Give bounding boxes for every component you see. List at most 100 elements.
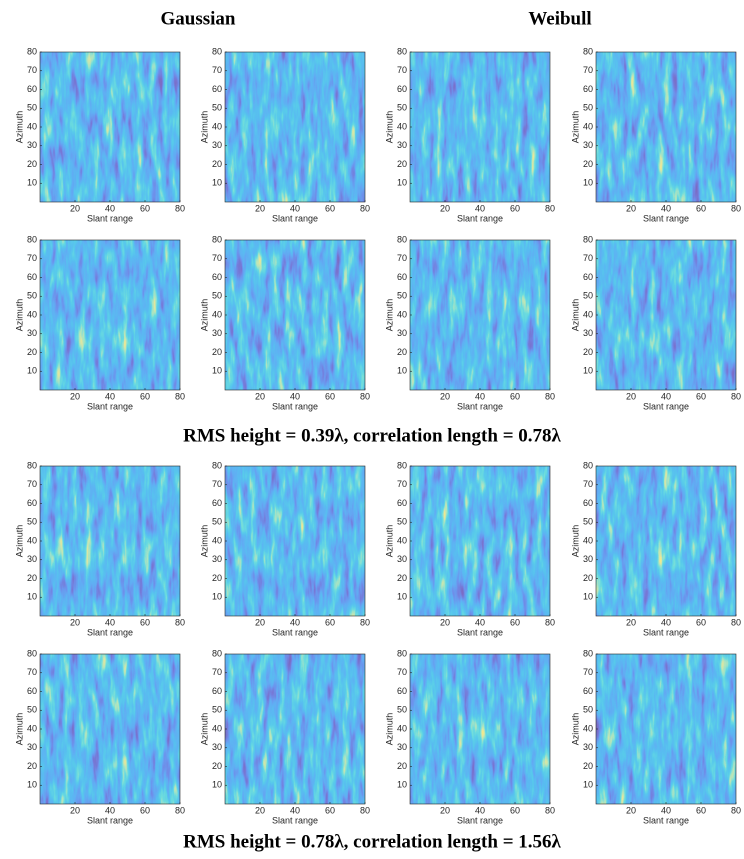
y-tick-label: 50 <box>397 103 407 113</box>
y-tick-label: 30 <box>212 140 222 150</box>
x-tick-label: 20 <box>626 203 636 213</box>
y-tick-label: 20 <box>583 159 593 169</box>
heatmap-image <box>225 654 365 804</box>
y-tick-label: 50 <box>583 103 593 113</box>
y-tick-label: 10 <box>397 780 407 790</box>
y-tick-label: 60 <box>212 686 222 696</box>
y-tick-label: 80 <box>397 460 407 470</box>
y-tick-label: 30 <box>397 328 407 338</box>
y-tick-label: 20 <box>397 761 407 771</box>
column-title: Weibull <box>528 8 591 29</box>
y-tick-label: 50 <box>27 291 37 301</box>
y-tick-label: 10 <box>397 366 407 376</box>
y-tick-label: 30 <box>212 554 222 564</box>
y-tick-label: 60 <box>397 686 407 696</box>
y-tick-label: 20 <box>397 159 407 169</box>
y-tick-label: 80 <box>397 648 407 658</box>
heatmap-image <box>596 654 736 804</box>
y-tick-label: 10 <box>27 178 37 188</box>
y-axis-label: Azimuth <box>384 713 394 746</box>
y-tick-label: 80 <box>397 234 407 244</box>
y-tick-label: 70 <box>583 667 593 677</box>
y-tick-label: 10 <box>397 592 407 602</box>
y-tick-label: 70 <box>27 253 37 263</box>
y-tick-label: 30 <box>27 742 37 752</box>
y-tick-label: 10 <box>397 178 407 188</box>
heatmap-image <box>40 654 180 804</box>
x-tick-label: 40 <box>661 805 671 815</box>
y-tick-label: 50 <box>212 291 222 301</box>
y-tick-label: 20 <box>27 761 37 771</box>
y-tick-label: 60 <box>583 272 593 282</box>
x-tick-label: 40 <box>105 391 115 401</box>
x-tick-label: 20 <box>70 391 80 401</box>
y-tick-label: 70 <box>27 65 37 75</box>
y-tick-label: 70 <box>212 253 222 263</box>
y-axis-label: Azimuth <box>570 299 580 332</box>
y-tick-label: 80 <box>27 648 37 658</box>
y-tick-label: 80 <box>27 234 37 244</box>
y-tick-label: 20 <box>583 573 593 583</box>
x-tick-label: 40 <box>475 617 485 627</box>
y-tick-label: 80 <box>397 46 407 56</box>
y-tick-label: 50 <box>397 517 407 527</box>
y-tick-label: 40 <box>212 723 222 733</box>
x-tick-label: 80 <box>731 391 741 401</box>
x-axis-label: Slant range <box>643 213 689 223</box>
y-tick-label: 70 <box>397 253 407 263</box>
x-tick-label: 80 <box>545 805 555 815</box>
y-tick-label: 30 <box>583 328 593 338</box>
y-tick-label: 60 <box>27 272 37 282</box>
y-tick-label: 30 <box>397 140 407 150</box>
y-tick-label: 40 <box>583 309 593 319</box>
x-tick-label: 60 <box>325 617 335 627</box>
y-axis-label: Azimuth <box>199 299 209 332</box>
x-tick-label: 60 <box>510 203 520 213</box>
y-tick-label: 20 <box>27 573 37 583</box>
y-tick-label: 50 <box>212 705 222 715</box>
x-tick-label: 40 <box>290 805 300 815</box>
y-tick-label: 40 <box>397 535 407 545</box>
x-tick-label: 40 <box>290 203 300 213</box>
y-tick-label: 40 <box>583 121 593 131</box>
y-tick-label: 50 <box>212 517 222 527</box>
heatmap-image <box>225 52 365 202</box>
y-tick-label: 70 <box>397 667 407 677</box>
y-tick-label: 20 <box>212 159 222 169</box>
caption: RMS height = 0.78λ, correlation length =… <box>183 831 561 852</box>
heatmap-image <box>596 466 736 616</box>
y-tick-label: 70 <box>212 667 222 677</box>
y-tick-label: 30 <box>397 554 407 564</box>
x-tick-label: 20 <box>255 203 265 213</box>
x-axis-label: Slant range <box>87 401 133 411</box>
x-tick-label: 80 <box>731 203 741 213</box>
heatmap-image <box>596 240 736 390</box>
x-tick-label: 80 <box>360 805 370 815</box>
x-tick-label: 20 <box>70 203 80 213</box>
x-axis-label: Slant range <box>272 401 318 411</box>
x-tick-label: 20 <box>626 391 636 401</box>
x-tick-label: 80 <box>731 617 741 627</box>
y-tick-label: 70 <box>583 65 593 75</box>
heatmap-image <box>40 240 180 390</box>
x-tick-label: 20 <box>440 203 450 213</box>
y-tick-label: 30 <box>27 554 37 564</box>
y-tick-label: 70 <box>27 479 37 489</box>
x-axis-label: Slant range <box>643 401 689 411</box>
heatmap-image <box>410 654 550 804</box>
y-tick-label: 40 <box>583 535 593 545</box>
y-tick-label: 30 <box>27 328 37 338</box>
x-tick-label: 60 <box>510 805 520 815</box>
x-tick-label: 40 <box>475 203 485 213</box>
x-tick-label: 60 <box>325 203 335 213</box>
x-tick-label: 60 <box>696 617 706 627</box>
y-tick-label: 40 <box>27 723 37 733</box>
x-tick-label: 40 <box>105 617 115 627</box>
y-axis-label: Azimuth <box>14 713 24 746</box>
heatmap-image <box>40 466 180 616</box>
y-tick-label: 10 <box>212 592 222 602</box>
y-tick-label: 70 <box>212 65 222 75</box>
y-tick-label: 10 <box>212 780 222 790</box>
y-tick-label: 80 <box>583 46 593 56</box>
